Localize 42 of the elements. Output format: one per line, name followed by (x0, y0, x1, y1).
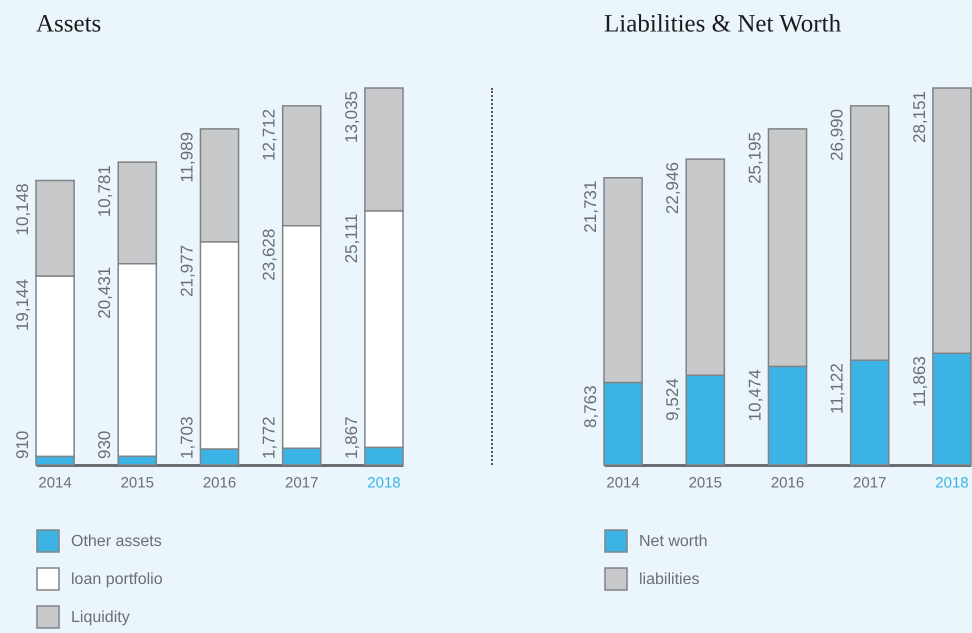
data-label: 25,195 (745, 132, 764, 184)
x-tick-label: 2016 (202, 474, 236, 492)
chart-title: Liabilities & Net Worth (604, 10, 842, 38)
data-label: 21,731 (581, 180, 600, 233)
data-label: 12,712 (260, 108, 279, 161)
x-tick-label: 2015 (120, 474, 154, 492)
x-tick-label: 2015 (688, 474, 722, 492)
data-label: 8,763 (581, 385, 600, 428)
data-label: 1,867 (342, 416, 361, 459)
x-tick-label: 2014 (38, 474, 72, 492)
data-label: 26,990 (828, 108, 847, 161)
data-label: 9,524 (663, 378, 682, 421)
data-label: 19,144 (13, 279, 32, 332)
data-label: 10,474 (745, 369, 764, 422)
data-label: 1,703 (177, 416, 196, 459)
data-label: 13,035 (342, 91, 361, 144)
data-label: 10,781 (95, 165, 114, 218)
legend-label: Net worth (639, 533, 708, 550)
x-tick-label: 2016 (770, 474, 804, 492)
x-tick-label: 2017 (285, 474, 318, 492)
legend-label: Liquidity (71, 609, 130, 626)
data-label: 930 (95, 430, 114, 459)
data-label: 25,111 (342, 214, 361, 264)
x-tick-label: 2017 (853, 474, 886, 492)
data-label: 11,863 (910, 356, 929, 407)
x-tick-label: 2018 (367, 474, 401, 492)
data-label: 28,151 (910, 91, 929, 143)
data-label: 21,977 (177, 244, 196, 297)
data-label: 22,946 (663, 162, 682, 214)
data-label: 1,772 (260, 416, 279, 459)
legend-label: liabilities (639, 571, 700, 588)
x-tick-label: 2018 (935, 474, 969, 492)
chart-title: Assets (36, 10, 102, 38)
data-label: 20,431 (95, 266, 114, 319)
legend-label: Other assets (71, 533, 162, 550)
data-label: 11,989 (177, 132, 196, 183)
data-label: 23,628 (260, 228, 279, 281)
legend-label: loan portfolio (71, 571, 163, 588)
data-label: 11,122 (828, 363, 847, 414)
x-tick-label: 2014 (606, 474, 640, 492)
data-label: 10,148 (13, 183, 32, 236)
data-label: 910 (13, 430, 32, 459)
